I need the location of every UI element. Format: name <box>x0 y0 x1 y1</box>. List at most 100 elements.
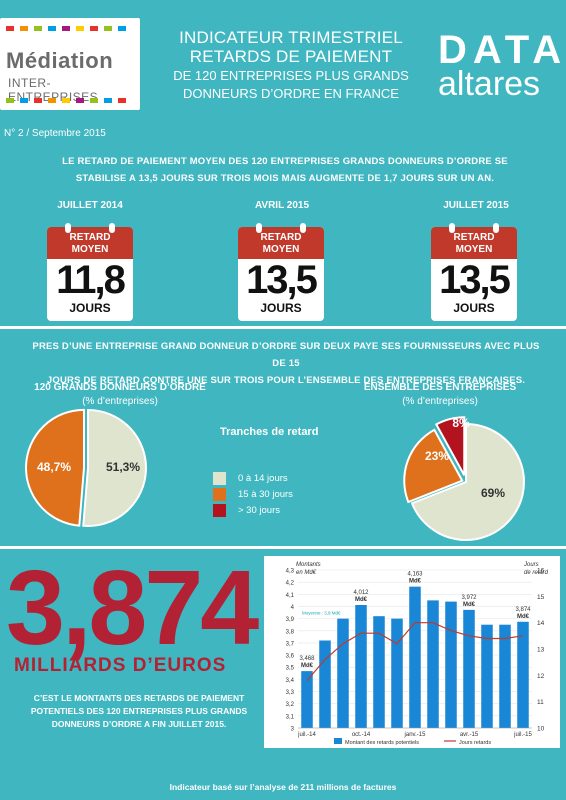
calendar-header: RETARD MOYEN <box>238 227 324 259</box>
y-tick-label: 4 <box>291 605 295 611</box>
bar-value-unit: Md€ <box>301 663 314 669</box>
data-altares-logo: DATA altares <box>438 28 566 103</box>
y2-axis-title: Jours <box>523 562 539 568</box>
pie-slice-label: 8% <box>452 416 470 430</box>
mediation-logo: Médiation INTER-ENTREPRISES <box>0 18 140 110</box>
x-tick-label: oct.-14 <box>352 732 371 738</box>
bar <box>319 640 331 728</box>
chart-annotation: Moyenne : 3,9 Md€ <box>302 611 341 616</box>
title-line-2: RETARDS DE PAIEMENT <box>189 47 393 66</box>
pie-left-title: 120 GRANDS DONNEURS D’ORDRE <box>34 382 206 393</box>
mediation-logo-title: Médiation <box>6 48 114 73</box>
bar <box>481 624 493 728</box>
bar <box>463 609 475 728</box>
issue-number: N° 2 / Septembre 2015 <box>4 128 106 139</box>
pie-right-subtitle: (% d’entreprises) <box>402 396 478 407</box>
bar <box>373 616 385 728</box>
title-line-1: INDICATEUR TRIMESTRIEL <box>179 28 403 47</box>
y2-axis-title: de retard <box>524 570 549 576</box>
period-label-1: JUILLET 2014 <box>57 200 123 211</box>
altares-logo-text: altares <box>438 65 541 103</box>
legend-item-15-30: 15 à 30 jours <box>213 488 293 501</box>
title-line-3: DE 120 ENTREPRISES PLUS GRANDS <box>173 68 409 83</box>
desc-line-1: C’EST LE MONTANTS DES RETARDS DE PAIEMEN… <box>33 693 245 703</box>
period-label-3: JUILLET 2015 <box>443 200 509 211</box>
title-line-4: DONNEURS D’ORDRE EN FRANCE <box>183 86 399 101</box>
y-tick-label: 3,4 <box>286 678 295 684</box>
bar-value-label: 4,163 <box>407 572 423 578</box>
legend-label-bars: Montant des retards potentiels <box>345 740 419 746</box>
y2-tick-label: 14 <box>537 620 545 627</box>
pie-charts-svg: 51,3% 48,7% 69% 23% 8% <box>25 408 525 541</box>
y-tick-label: 4,2 <box>286 581 295 587</box>
calendar-value: 13,5 <box>246 258 318 302</box>
bar <box>391 618 403 728</box>
pie-left-subtitle: (% d’entreprises) <box>82 396 158 407</box>
calendar-ring-icon <box>65 223 71 233</box>
big-value-description: C’EST LE MONTANTS DES RETARDS DE PAIEMEN… <box>14 692 264 731</box>
y2-tick-label: 16 <box>537 568 545 575</box>
data-logo-text: DATA <box>438 28 566 72</box>
y2-tick-label: 15 <box>537 594 545 601</box>
desc-line-3: DONNEURS D’ORDRE A FIN JUILLET 2015. <box>51 719 227 729</box>
logo-color-dots-bottom <box>6 98 134 103</box>
legend-label: 15 à 30 jours <box>238 489 293 500</box>
calendar-value: 13,5 <box>439 258 511 302</box>
big-value-label: MILLIARDS D’EUROS <box>14 655 227 676</box>
bar <box>337 618 349 728</box>
y-tick-label: 3 <box>291 727 295 733</box>
section1-intro: LE RETARD DE PAIEMENT MOYEN DES 120 ENTR… <box>40 153 530 187</box>
calendar-unit: JOURS <box>260 301 302 315</box>
mediation-logo-subtitle: INTER-ENTREPRISES <box>8 76 99 104</box>
x-tick-label: janv.-15 <box>404 732 427 738</box>
calendar-header-text: RETARD MOYEN <box>453 232 495 255</box>
pie-slice <box>25 408 86 527</box>
legend-title: Tranches de retard <box>220 426 319 438</box>
bar-value-label: 3,468 <box>299 656 315 662</box>
y-tick-label: 3,6 <box>286 654 295 660</box>
pie-slice-label: 48,7% <box>37 460 71 474</box>
bar-value-label: 4,012 <box>353 590 369 596</box>
y-axis-title: Montants <box>296 562 321 568</box>
bar <box>427 600 439 728</box>
calendar-card-3: RETARD MOYEN 13,5 JOURS <box>431 223 517 321</box>
y-tick-label: 3,8 <box>286 629 295 635</box>
pie-slice <box>82 408 147 527</box>
header-title: INDICATEUR TRIMESTRIEL RETARDS DE PAIEME… <box>150 28 432 102</box>
legend-item-0-14: 0 à 14 jours <box>213 472 288 485</box>
calendar-ring-icon <box>449 223 455 233</box>
bar <box>445 601 457 728</box>
y-tick-label: 4,1 <box>286 593 295 599</box>
pie-slice <box>434 416 466 476</box>
pie-slice-label: 51,3% <box>106 460 140 474</box>
line-series <box>306 622 524 681</box>
bar-chart-svg: 3 3,1 3,2 3,3 3,4 3,5 3,6 3,7 3,8 3,9 4 4,1 4,2 4,3 10… <box>286 562 549 746</box>
y2-tick-label: 12 <box>537 673 545 680</box>
calendar-header-text: RETARD MOYEN <box>260 232 302 255</box>
legend-swatch-orange <box>213 488 226 501</box>
calendar-header: RETARD MOYEN <box>431 227 517 259</box>
bar-value-unit: Md€ <box>463 602 476 608</box>
calendar-header: RETARD MOYEN <box>47 227 133 259</box>
y-tick-label: 3,5 <box>286 666 295 672</box>
calendar-header-text: RETARD MOYEN <box>69 232 111 255</box>
y-tick-label: 3,2 <box>286 702 295 708</box>
pie-left: 51,3% 48,7% <box>25 408 147 527</box>
pie-slice-label: 69% <box>481 486 505 500</box>
calendar-ring-icon <box>109 223 115 233</box>
bar-line-chart: 3 3,1 3,2 3,3 3,4 3,5 3,6 3,7 3,8 3,9 4 4,1 4,2 4,3 10… <box>264 556 560 748</box>
pie-slice <box>410 422 525 541</box>
pie-slice <box>403 428 464 504</box>
y-tick-label: 3,9 <box>286 617 295 623</box>
legend-label-line: Jours retards <box>459 740 491 746</box>
legend-label: 0 à 14 jours <box>238 473 288 484</box>
calendar-ring-icon <box>493 223 499 233</box>
legend-swatch-red <box>213 504 226 517</box>
pie-right: 69% 23% 8% <box>403 416 525 541</box>
bar-value-label: 3,972 <box>461 595 477 601</box>
calendar-card-1: RETARD MOYEN 11,8 JOURS <box>47 223 133 321</box>
y-tick-label: 3,7 <box>286 641 295 647</box>
bar-value-unit: Md€ <box>355 597 368 603</box>
pie-right-title: ENSEMBLE DES ENTREPRISES <box>363 382 517 393</box>
pie-slice-label: 23% <box>425 449 449 463</box>
